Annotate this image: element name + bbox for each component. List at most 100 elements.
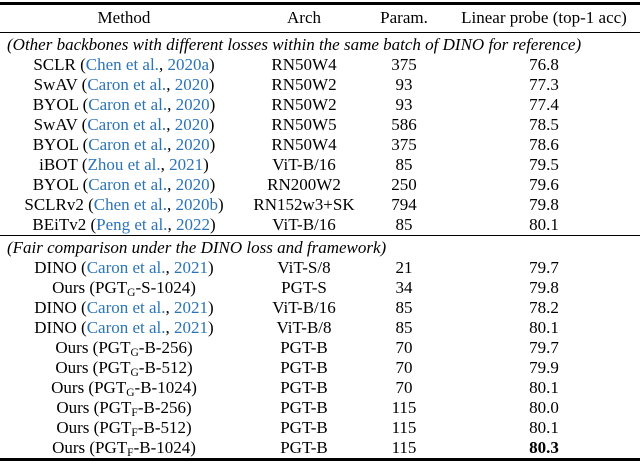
method-cell: Ours (PGTF-B-1024) xyxy=(52,437,196,459)
citation-link[interactable]: Caron et al. xyxy=(88,134,168,154)
accuracy-cell: 79.7 xyxy=(529,257,559,277)
citation-link[interactable]: Caron et al. xyxy=(86,257,166,277)
section-header: (Other backbones with different losses w… xyxy=(7,34,582,54)
method-cell: SwAV (Caron et al., 2020) xyxy=(33,74,215,94)
method-cell: Ours (PGTG-B-256) xyxy=(55,337,193,359)
method-cell: DINO (Caron et al., 2021) xyxy=(34,257,214,277)
citation-link[interactable]: Caron et al. xyxy=(87,114,167,134)
method-cell: Ours (PGTG-S-1024) xyxy=(52,277,196,299)
method-cell: BEiTv2 (Peng et al., 2022) xyxy=(32,214,216,234)
table-row: SwAV (Caron et al., 2020) RN50W2 93 77.3 xyxy=(0,75,640,95)
citation-link[interactable]: 2021 xyxy=(174,297,209,317)
arch-cell: RN200W2 xyxy=(267,174,341,194)
arch-cell: PGT-B xyxy=(280,337,328,357)
param-cell: 34 xyxy=(395,277,413,297)
table-row: SCLR (Chen et al., 2020a) RN50W4 375 76.8 xyxy=(0,55,640,75)
citation-link[interactable]: Caron et al. xyxy=(86,317,166,337)
method-cell: Ours (PGTG-B-1024) xyxy=(51,377,197,399)
param-cell: 375 xyxy=(391,54,417,74)
table-row: BYOL (Caron et al., 2020) RN50W4 375 78.6 xyxy=(0,135,640,155)
citation-link[interactable]: Chen et al. xyxy=(85,54,159,74)
method-cell: SCLR (Chen et al., 2020a) xyxy=(33,54,215,74)
method-cell: BYOL (Caron et al., 2020) xyxy=(32,94,216,114)
table-row: Ours (PGTF-B-1024) PGT-B 115 80.3 xyxy=(0,437,640,459)
table-row: BEiTv2 (Peng et al., 2022) ViT-B/16 85 80.1 xyxy=(0,215,640,235)
table-row: BYOL (Caron et al., 2020) RN200W2 250 79.6 xyxy=(0,175,640,195)
arch-cell: PGT-B xyxy=(280,437,328,457)
pgt-subscript: G xyxy=(126,386,135,399)
accuracy-cell: 79.7 xyxy=(529,337,559,357)
accuracy-cell: 78.5 xyxy=(529,114,559,134)
table-row: Ours (PGTG-B-512) PGT-B 70 79.9 xyxy=(0,357,640,379)
pgt-subscript: G xyxy=(127,286,136,299)
method-cell: Ours (PGTF-B-256) xyxy=(56,397,192,419)
accuracy-cell: 79.5 xyxy=(529,154,559,174)
param-cell: 586 xyxy=(391,114,417,134)
citation-link[interactable]: Caron et al. xyxy=(88,94,168,114)
citation-link[interactable]: 2020 xyxy=(175,134,210,154)
method-cell: BYOL (Caron et al., 2020) xyxy=(32,174,216,194)
table-body: (Other backbones with different losses w… xyxy=(0,33,640,459)
table-row: Ours (PGTG-B-256) PGT-B 70 79.7 xyxy=(0,337,640,359)
method-cell: SCLRv2 (Chen et al., 2020b) xyxy=(24,194,224,214)
param-cell: 375 xyxy=(391,134,417,154)
citation-link[interactable]: Caron et al. xyxy=(87,74,167,94)
arch-cell: ViT-B/8 xyxy=(276,317,332,337)
citation-link[interactable]: 2020 xyxy=(174,114,209,134)
table-row: Ours (PGTF-B-512) PGT-B 115 80.1 xyxy=(0,417,640,439)
arch-cell: ViT-B/16 xyxy=(272,154,336,174)
table-row: Ours (PGTG-S-1024) PGT-S 34 79.8 xyxy=(0,277,640,299)
citation-link[interactable]: 2021 xyxy=(174,317,209,337)
method-cell: DINO (Caron et al., 2021) xyxy=(34,317,214,337)
param-cell: 115 xyxy=(391,397,417,417)
param-cell: 70 xyxy=(395,377,413,397)
arch-cell: RN50W4 xyxy=(271,134,337,154)
accuracy-cell: 77.4 xyxy=(529,94,559,114)
arch-cell: PGT-B xyxy=(280,377,328,397)
arch-cell: ViT-B/16 xyxy=(272,297,336,317)
accuracy-cell: 76.8 xyxy=(529,54,559,74)
accuracy-cell: 79.6 xyxy=(529,174,559,194)
arch-cell: PGT-S xyxy=(281,277,327,297)
pgt-subscript: F xyxy=(131,406,138,419)
citation-link[interactable]: 2020 xyxy=(175,174,210,194)
param-cell: 93 xyxy=(395,94,413,114)
citation-link[interactable]: Caron et al. xyxy=(86,297,166,317)
accuracy-cell: 80.1 xyxy=(529,417,559,437)
accuracy-cell: 80.1 xyxy=(529,377,559,397)
pgt-subscript: F xyxy=(127,446,134,459)
citation-link[interactable]: 2021 xyxy=(169,154,204,174)
column-header-arch: Arch xyxy=(287,8,321,27)
pgt-subscript: F xyxy=(131,426,138,439)
arch-cell: ViT-B/16 xyxy=(272,214,336,234)
table-row: SwAV (Caron et al., 2020) RN50W5 586 78.5 xyxy=(0,115,640,135)
header-rule xyxy=(0,31,640,33)
citation-link[interactable]: 2022 xyxy=(175,214,210,234)
citation-link[interactable]: Caron et al. xyxy=(88,174,168,194)
arch-cell: RN50W5 xyxy=(271,114,337,134)
paper-results-table: Method Arch Param. Linear probe (top-1 a… xyxy=(0,2,640,461)
citation-link[interactable]: 2020 xyxy=(175,94,210,114)
table-row: Ours (PGTF-B-256) PGT-B 115 80.0 xyxy=(0,397,640,419)
arch-cell: PGT-B xyxy=(280,357,328,377)
param-cell: 115 xyxy=(391,437,417,457)
citation-link[interactable]: Peng et al. xyxy=(96,214,168,234)
citation-link[interactable]: Zhou et al. xyxy=(87,154,161,174)
arch-cell: RN50W2 xyxy=(271,94,337,114)
citation-link[interactable]: 2020 xyxy=(174,74,209,94)
citation-link[interactable]: 2021 xyxy=(174,257,209,277)
citation-link[interactable]: Chen et al. xyxy=(93,194,167,214)
table-row: DINO (Caron et al., 2021) ViT-B/16 85 78.2 xyxy=(0,298,640,318)
param-cell: 794 xyxy=(391,194,417,214)
accuracy-cell: 80.3 xyxy=(529,437,559,457)
accuracy-cell: 79.8 xyxy=(529,194,559,214)
citation-link[interactable]: 2020a xyxy=(167,54,209,74)
column-header-linear-probe: Linear probe (top-1 acc) xyxy=(461,8,627,27)
citation-link[interactable]: 2020b xyxy=(175,194,218,214)
accuracy-cell: 77.3 xyxy=(529,74,559,94)
table-row: BYOL (Caron et al., 2020) RN50W2 93 77.4 xyxy=(0,95,640,115)
method-cell: Ours (PGTG-B-512) xyxy=(55,357,193,379)
accuracy-cell: 79.8 xyxy=(529,277,559,297)
param-cell: 85 xyxy=(395,317,413,337)
param-cell: 70 xyxy=(395,337,413,357)
